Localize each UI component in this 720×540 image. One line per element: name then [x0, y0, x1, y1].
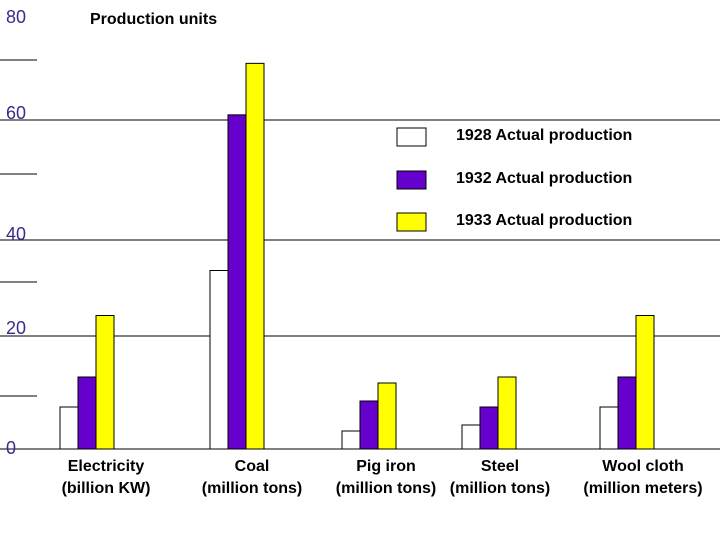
y-tick-label: 40	[6, 224, 26, 244]
y-tick-label: 0	[6, 438, 16, 458]
bar	[617, 376, 637, 450]
legend-label: 1933 Actual production	[456, 212, 632, 229]
legend-label: 1928 Actual production	[456, 127, 632, 144]
bar	[227, 114, 247, 450]
category-unit-label: (billion KW)	[62, 480, 151, 497]
category-label: Wool cloth	[602, 458, 683, 475]
legend-swatch	[396, 170, 427, 190]
category-unit-label: (million meters)	[583, 480, 702, 497]
bar	[635, 315, 655, 450]
chart-title: Production units	[90, 11, 217, 28]
legend-swatch	[396, 127, 427, 147]
category-unit-label: (million tons)	[202, 480, 302, 497]
bar	[95, 315, 115, 450]
bar	[497, 376, 517, 450]
legend-swatch	[396, 212, 427, 232]
bar	[77, 376, 97, 450]
category-unit-label: (million tons)	[336, 480, 436, 497]
legend: 1928 Actual production 1932 Actual produc…	[396, 127, 632, 232]
category-labels: Electricity (billion KW) Coal (million tons…	[62, 458, 703, 497]
y-axis-ticks: 0 20 40 60 80	[6, 7, 26, 458]
y-tick-label: 20	[6, 318, 26, 338]
category-label: Pig iron	[356, 458, 416, 475]
y-tick-label: 60	[6, 103, 26, 123]
bar	[59, 406, 79, 450]
bar	[341, 430, 361, 450]
bar	[377, 382, 397, 450]
category-unit-label: (million tons)	[450, 480, 550, 497]
bar	[359, 400, 379, 450]
category-label: Steel	[481, 458, 519, 475]
bar	[461, 424, 481, 450]
bar	[479, 406, 499, 450]
legend-label: 1932 Actual production	[456, 170, 632, 187]
bar	[599, 406, 619, 450]
bar	[245, 62, 265, 450]
bars	[59, 62, 655, 450]
category-label: Electricity	[68, 458, 145, 475]
y-tick-label: 80	[6, 7, 26, 27]
bar	[209, 270, 229, 450]
category-label: Coal	[235, 458, 270, 475]
